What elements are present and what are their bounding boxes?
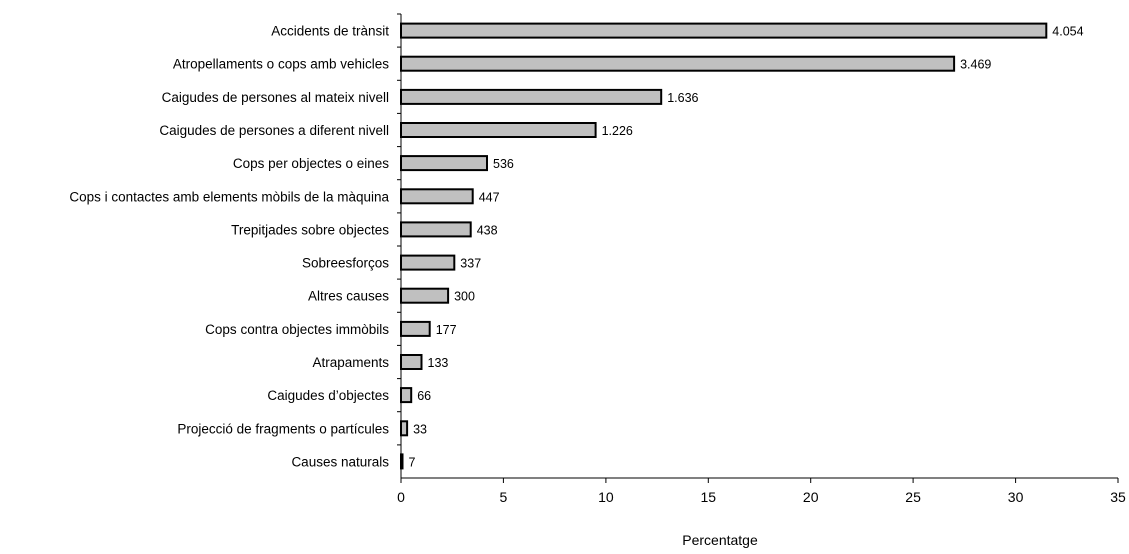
x-tick-label: 25 [905, 489, 921, 505]
bar [400, 122, 597, 138]
category-label: Caigudes d’objectes [267, 388, 389, 403]
x-tick-label: 10 [598, 489, 614, 505]
bar [400, 22, 1048, 39]
data-label: 177 [436, 323, 457, 337]
category-label: Caigudes de persones a diferent nivell [159, 123, 389, 138]
data-label: 447 [479, 190, 500, 204]
category-label: Causes naturals [291, 454, 389, 469]
data-label: 3.469 [960, 58, 991, 72]
bar [400, 155, 488, 172]
x-tick-label: 15 [701, 489, 717, 505]
x-tick-label: 20 [803, 489, 819, 505]
axes-group [397, 13, 1119, 483]
labels-group: Accidents de trànsit 4.054 Atropellaments … [69, 24, 1126, 505]
bar [400, 55, 956, 72]
data-label: 1.636 [667, 91, 698, 105]
category-label: Sobreesforços [302, 256, 389, 271]
category-label: Cops contra objectes immòbils [205, 322, 389, 337]
data-label: 300 [454, 290, 475, 304]
category-label: Accidents de trànsit [271, 24, 389, 39]
category-label: Cops i contactes amb elements mòbils de … [69, 189, 389, 204]
bars-group [400, 22, 1048, 470]
bar [400, 254, 456, 271]
category-label: Altres causes [308, 289, 389, 304]
data-label: 33 [413, 422, 427, 436]
x-tick-label: 30 [1008, 489, 1024, 505]
x-tick-label: 5 [500, 489, 508, 505]
data-label: 4.054 [1052, 25, 1083, 39]
bar [400, 88, 663, 105]
x-axis-title: Percentatge [682, 532, 758, 548]
bar [400, 221, 472, 238]
data-label: 133 [428, 356, 449, 370]
data-label: 1.226 [602, 124, 633, 138]
x-tick-label: 35 [1110, 489, 1126, 505]
bar [400, 387, 413, 404]
bar [400, 420, 409, 437]
x-tick-label: 0 [397, 489, 405, 505]
category-label: Projecció de fragments o partícules [177, 421, 389, 436]
category-label: Caigudes de persones al mateix nivell [162, 90, 389, 105]
category-label: Cops per objectes o eines [233, 156, 389, 171]
data-label: 7 [409, 455, 416, 469]
data-label: 536 [493, 157, 514, 171]
data-label: 337 [460, 257, 481, 271]
category-label: Atropellaments o cops amb vehicles [173, 57, 389, 72]
bar [400, 320, 431, 337]
category-label: Trepitjades sobre objectes [231, 222, 389, 237]
data-label: 438 [477, 223, 498, 237]
category-label: Atrapaments [312, 355, 389, 370]
bar [400, 188, 474, 205]
bar [400, 354, 423, 370]
bar [400, 287, 450, 304]
data-label: 66 [417, 389, 431, 403]
